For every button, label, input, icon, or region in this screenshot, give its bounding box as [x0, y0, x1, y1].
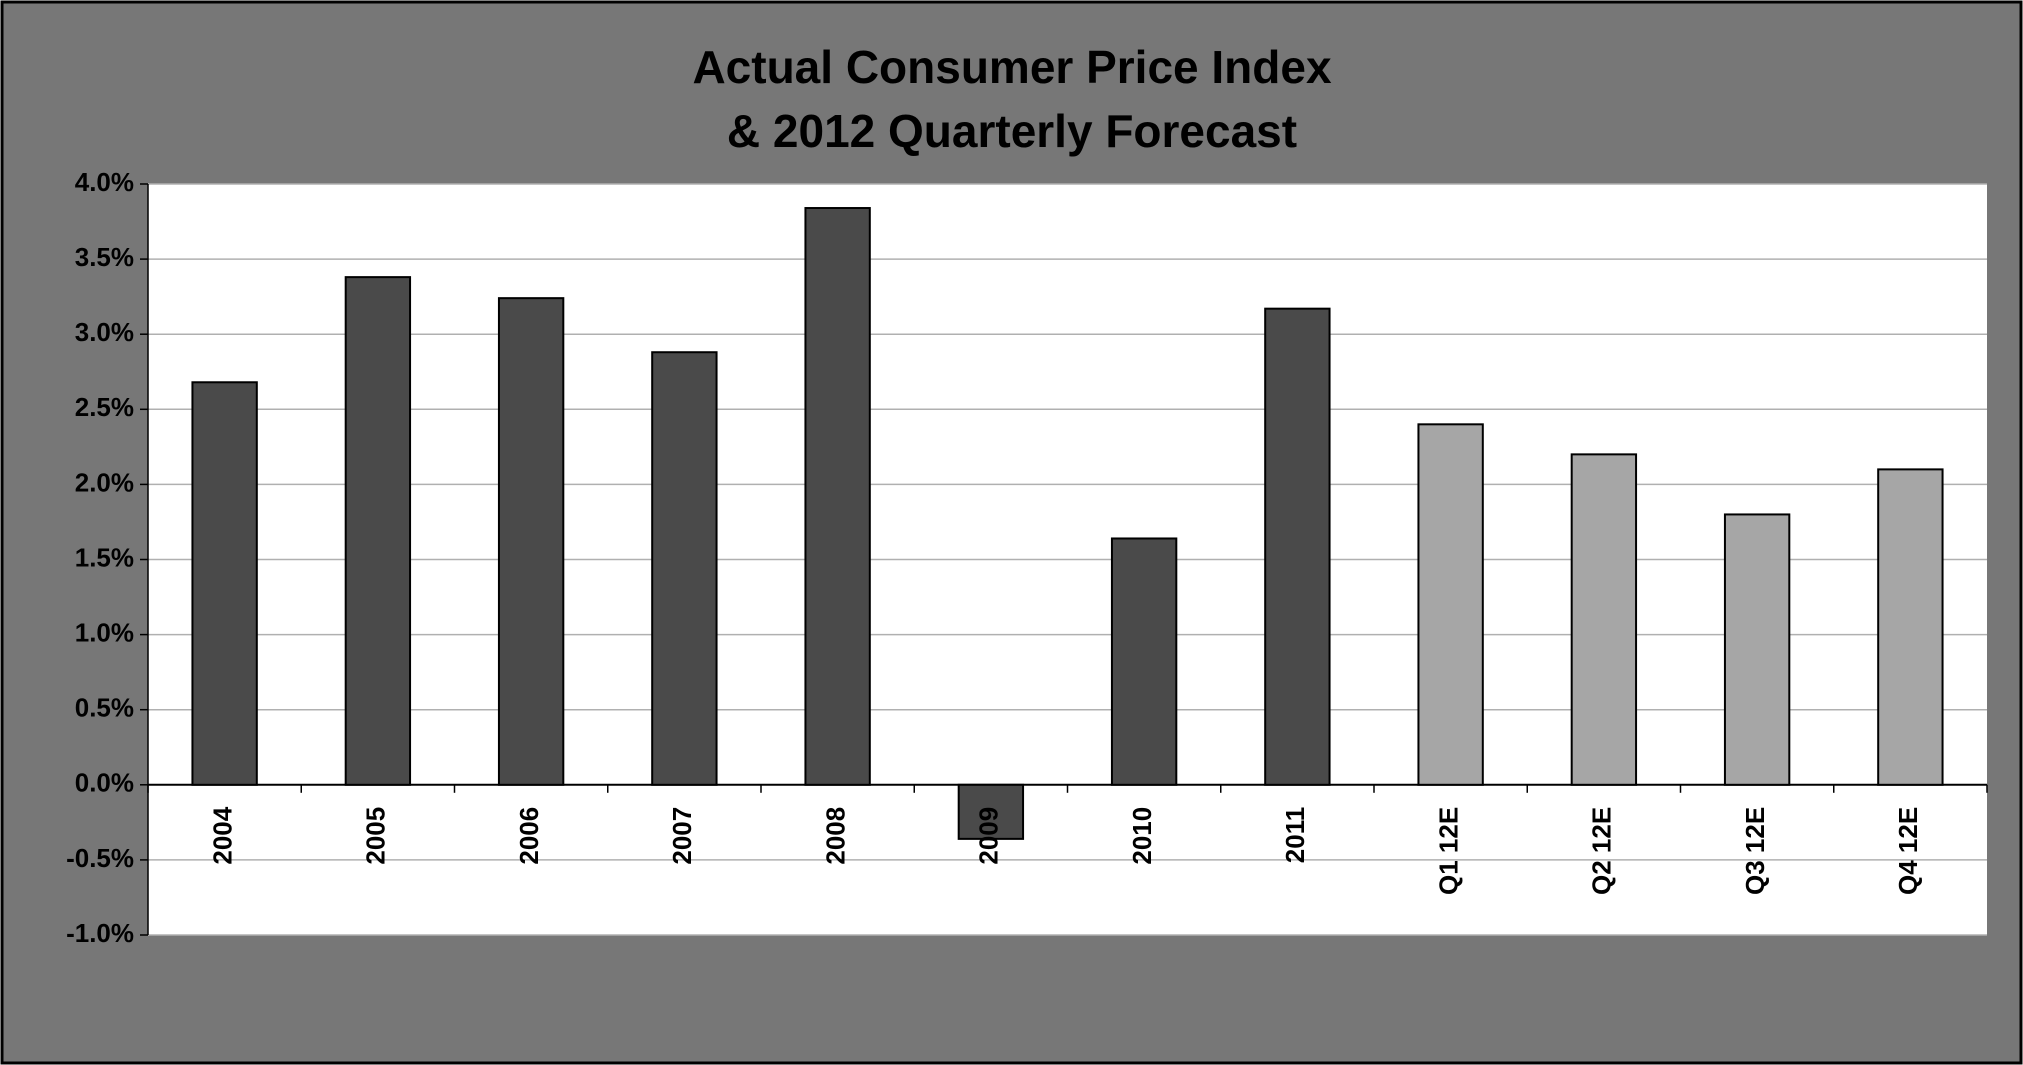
- bar: [191, 381, 258, 786]
- x-tick-label: 2009: [974, 807, 1004, 865]
- chart-title: Actual Consumer Price Index: [692, 41, 1331, 93]
- y-tick-label: 0.0%: [75, 768, 134, 798]
- bar: [1570, 453, 1638, 786]
- x-tick-label: 2007: [667, 807, 697, 865]
- x-tick-label: 2011: [1280, 807, 1310, 863]
- y-tick-label: -0.5%: [66, 843, 134, 873]
- bar: [1110, 537, 1178, 786]
- bar: [497, 297, 565, 786]
- chart-title: & 2012 Quarterly Forecast: [727, 105, 1297, 157]
- x-tick-label: 2010: [1127, 807, 1157, 865]
- bar: [1877, 468, 1944, 786]
- y-tick-label: 0.5%: [75, 693, 134, 723]
- y-tick-label: 3.0%: [75, 317, 134, 347]
- x-tick-label: Q4 12E: [1893, 807, 1923, 895]
- x-tick-label: 2008: [821, 807, 851, 865]
- bar: [957, 783, 1025, 840]
- bar: [1264, 307, 1331, 786]
- x-tick-label: Q1 12E: [1434, 807, 1464, 895]
- y-tick-label: 2.0%: [75, 467, 134, 497]
- y-tick-label: -1.0%: [66, 918, 134, 948]
- bar: [1417, 423, 1484, 786]
- bar: [804, 207, 871, 786]
- bar: [1723, 513, 1791, 786]
- y-tick-label: 1.0%: [75, 617, 134, 647]
- y-tick-label: 2.5%: [75, 392, 134, 422]
- y-tick-label: 4.0%: [75, 167, 134, 197]
- bar: [651, 351, 718, 786]
- x-tick-label: Q3 12E: [1740, 807, 1770, 895]
- y-tick-label: 3.5%: [75, 242, 134, 272]
- x-tick-label: 2006: [514, 807, 544, 865]
- x-tick-label: 2004: [208, 806, 238, 864]
- x-tick-label: Q2 12E: [1587, 807, 1617, 895]
- x-tick-label: 2005: [361, 807, 391, 865]
- y-tick-label: 1.5%: [75, 542, 134, 572]
- bar: [344, 276, 412, 786]
